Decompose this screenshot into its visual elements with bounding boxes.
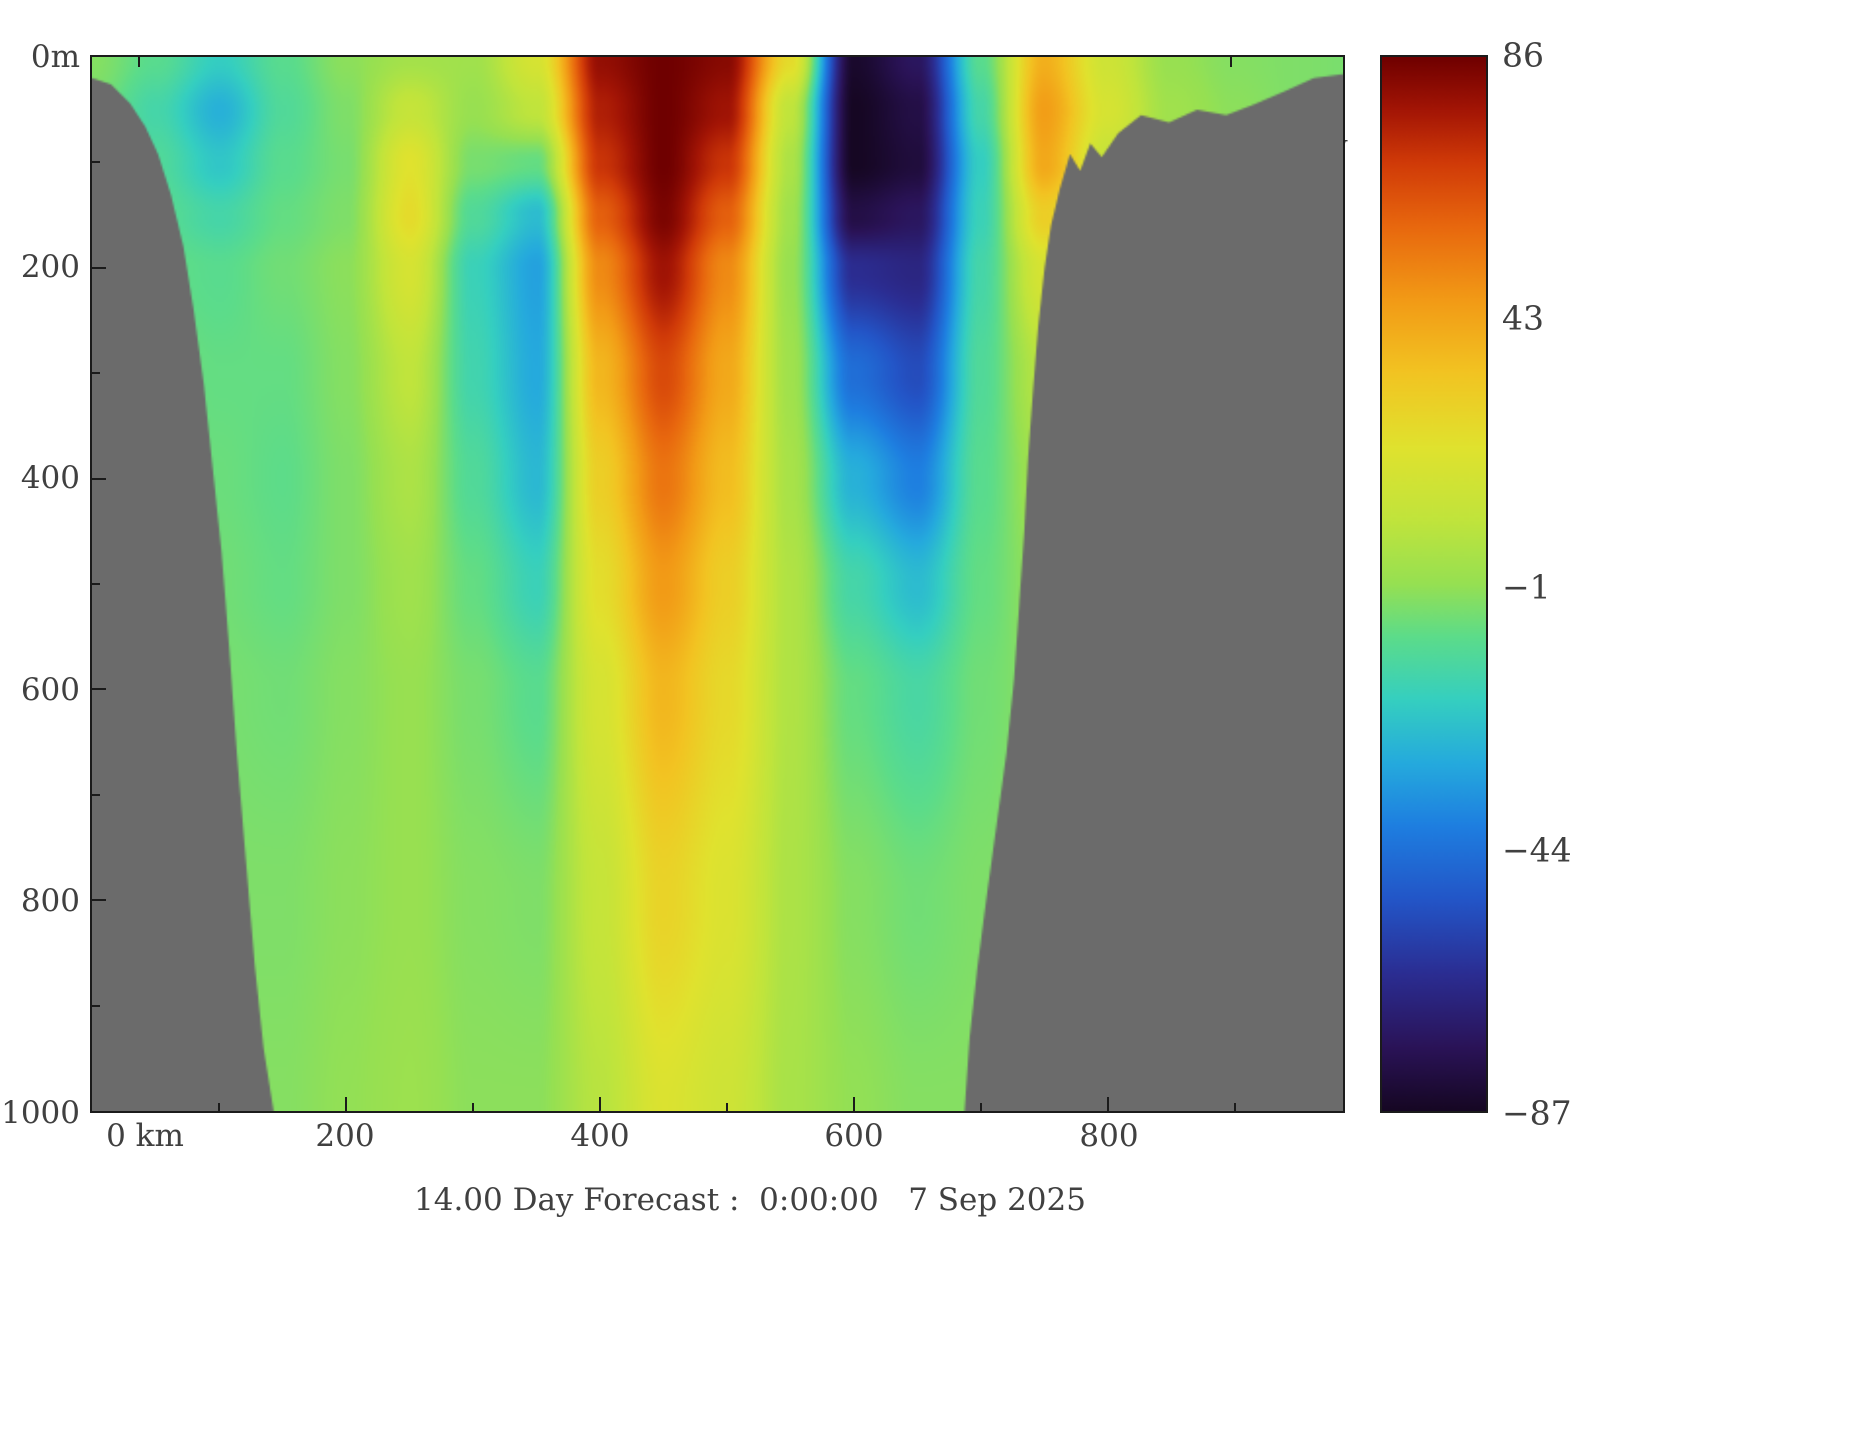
forecast-caption: 14.00 Day Forecast : 0:00:00 7 Sep 2025 <box>414 1182 1086 1218</box>
y-axis-tick-label: 600 <box>20 672 80 708</box>
tick-mark <box>218 1103 220 1111</box>
tick-mark <box>92 477 106 480</box>
tick-mark <box>137 57 140 67</box>
x-axis-tick-label: 400 <box>570 1118 630 1154</box>
tick-mark <box>1107 1097 1110 1111</box>
y-axis-tick-label: 400 <box>20 460 80 496</box>
tick-mark <box>92 583 100 585</box>
y-axis-tick-label: 800 <box>20 883 80 919</box>
y-axis-tick-label: 1000 <box>1 1095 80 1131</box>
y-axis-tick-label: 200 <box>20 249 80 285</box>
plot-area <box>90 55 1345 1113</box>
colorbar-tick-label: −87 <box>1502 1093 1572 1133</box>
tick-mark <box>1234 1103 1237 1111</box>
y-axis-surface-label: 0m <box>30 39 80 75</box>
tick-mark <box>92 266 106 269</box>
tick-mark <box>1230 57 1233 67</box>
tick-mark <box>92 161 100 164</box>
x-axis-tick-label: 600 <box>824 1118 884 1154</box>
tick-mark <box>980 1103 983 1111</box>
tick-mark <box>472 1103 474 1111</box>
section-heatmap-canvas <box>92 57 1343 1111</box>
tick-mark <box>92 793 100 796</box>
colorbar <box>1380 55 1488 1113</box>
colorbar-tick-label: −44 <box>1502 830 1572 870</box>
colorbar-gradient-canvas <box>1382 57 1486 1111</box>
x-axis-origin-label: 0 km <box>106 1118 184 1154</box>
tick-mark <box>92 688 106 691</box>
colorbar-tick-label: 43 <box>1502 298 1544 338</box>
tick-mark <box>92 372 100 375</box>
tick-mark <box>726 1103 729 1111</box>
tick-mark <box>853 1097 856 1111</box>
x-axis-tick-label: 800 <box>1079 1118 1139 1154</box>
tick-mark <box>599 1097 602 1111</box>
colorbar-tick-label: 86 <box>1502 35 1544 75</box>
tick-mark <box>92 899 106 902</box>
x-axis-tick-label: 200 <box>315 1118 375 1154</box>
colorbar-tick-label: −1 <box>1502 567 1551 607</box>
tick-mark <box>345 1097 347 1111</box>
tick-mark <box>92 1004 100 1007</box>
